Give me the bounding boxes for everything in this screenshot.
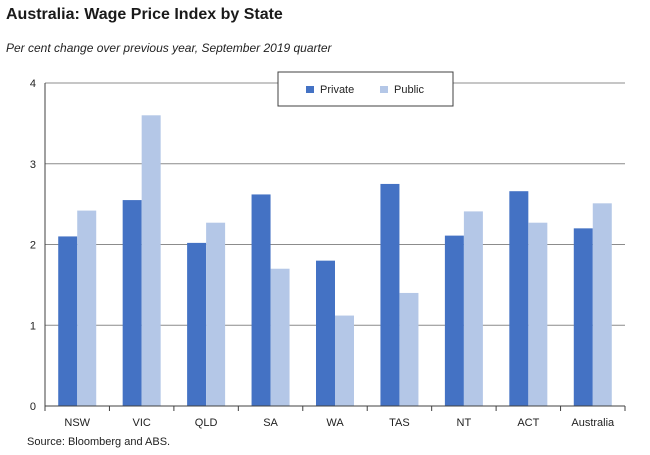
legend: Private Public <box>277 71 454 107</box>
bar-public-tas <box>399 292 419 406</box>
chart-title: Australia: Wage Price Index by State <box>6 6 283 23</box>
x-tick-label: TAS <box>389 417 410 429</box>
bar-public-nsw <box>77 210 97 406</box>
legend-swatch-private <box>306 86 314 93</box>
bar-private-vic <box>122 200 142 406</box>
axes <box>44 83 626 411</box>
y-tick-label: 4 <box>30 78 36 90</box>
legend-label-private: Private <box>320 84 354 96</box>
bar-public-wa <box>335 315 354 406</box>
x-tick-label: NT <box>457 417 472 429</box>
bar-public-vic <box>141 115 161 407</box>
legend-box <box>277 71 454 107</box>
x-axis-ticks: NSW VIC QLD SA WA TAS NT ACT Australia <box>64 417 615 429</box>
source-note: Source: Bloomberg and ABS. <box>27 436 171 448</box>
x-tick-label: WA <box>326 417 344 429</box>
bar-private-act <box>509 191 529 406</box>
y-tick-label: 2 <box>30 240 36 252</box>
x-tick-label: SA <box>263 417 278 429</box>
bars <box>58 115 612 407</box>
y-tick-label: 3 <box>30 159 36 171</box>
x-tick-label: ACT <box>517 417 539 429</box>
legend-label-public: Public <box>394 84 424 96</box>
bar-public-nt <box>463 211 483 406</box>
bar-public-australia <box>592 203 612 406</box>
bar-private-nt <box>444 235 464 406</box>
x-tick-label: NSW <box>64 417 90 429</box>
bar-private-wa <box>316 260 335 406</box>
bar-private-nsw <box>58 236 78 406</box>
y-tick-label: 0 <box>30 401 36 413</box>
bar-private-qld <box>187 242 207 406</box>
x-tick-label: Australia <box>571 417 615 429</box>
y-axis-ticks: 0 1 2 3 4 <box>30 78 36 413</box>
bar-private-sa <box>251 194 271 406</box>
bar-public-act <box>528 222 548 406</box>
bar-private-tas <box>380 183 400 406</box>
x-tick-label: QLD <box>195 417 218 429</box>
bar-public-qld <box>206 222 226 406</box>
x-tick-label: VIC <box>132 417 150 429</box>
legend-swatch-public <box>380 86 388 93</box>
bar-private-australia <box>573 228 593 406</box>
chart-subtitle: Per cent change over previous year, Sept… <box>6 41 332 55</box>
bar-public-sa <box>270 268 290 406</box>
y-tick-label: 1 <box>30 320 36 332</box>
